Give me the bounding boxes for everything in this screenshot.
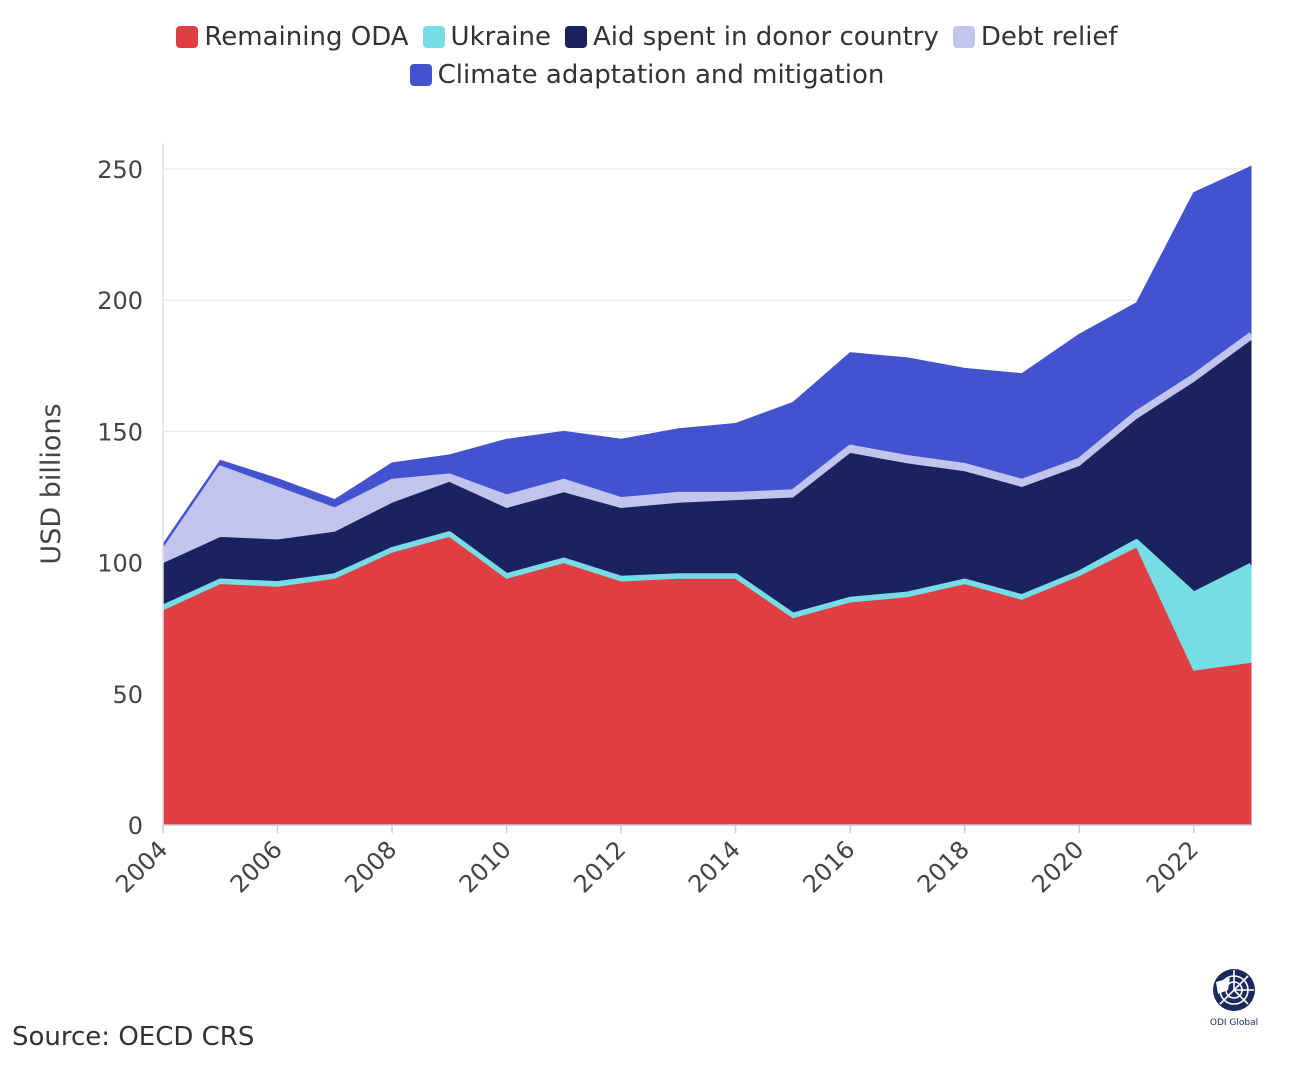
y-tick-label: 50: [112, 681, 143, 709]
x-tick-label: 2022: [1141, 835, 1204, 898]
legend-item-debt-relief[interactable]: Debt relief: [952, 22, 1118, 52]
legend-swatch-ukraine: [422, 26, 445, 48]
legend-item-aid-donor-country[interactable]: Aid spent in donor country: [564, 22, 939, 52]
x-tick-label: 2014: [683, 835, 746, 898]
x-tick-label: 2006: [225, 835, 288, 898]
legend-swatch-aid-donor-country: [564, 26, 587, 48]
legend-row-2: Climate adaptation and mitigation: [0, 60, 1294, 90]
legend-label-ukraine: Ukraine: [450, 22, 551, 52]
x-tick-label: 2010: [454, 835, 517, 898]
chart-area: 0 50 100 150 200 250 2004 2006 2008 2010 2012 2014 2…: [36, 143, 1253, 898]
x-tick-label: 2016: [797, 835, 860, 898]
y-tick-label: 100: [97, 550, 143, 578]
x-tick-label: 2008: [339, 835, 402, 898]
legend-label-remaining-oda: Remaining ODA: [204, 22, 409, 52]
area-layer: [160, 165, 1253, 826]
y-tick-label: 250: [97, 156, 143, 184]
legend-swatch-debt-relief: [952, 26, 975, 48]
odi-globe-icon: [1213, 969, 1255, 1011]
y-tick-label: 200: [97, 287, 143, 315]
legend-item-remaining-oda[interactable]: Remaining ODA: [176, 22, 409, 52]
legend-item-ukraine[interactable]: Ukraine: [422, 22, 551, 52]
legend-row-1: Remaining ODA Ukraine Aid spent in donor…: [0, 22, 1294, 52]
boundary-line-debt-relief: [160, 332, 1253, 554]
legend-swatch-climate: [409, 64, 432, 86]
legend-label-aid-donor-country: Aid spent in donor country: [592, 22, 939, 52]
x-tick-label: 2018: [912, 835, 975, 898]
x-tick-label: 2012: [568, 835, 631, 898]
y-tick-label: 0: [128, 812, 143, 840]
source-note: Source: OECD CRS: [12, 1022, 255, 1052]
x-tick-label: 2004: [110, 835, 173, 898]
y-tick-label: 150: [97, 418, 143, 446]
logo-text: ODI Global: [1209, 1018, 1259, 1028]
legend-label-debt-relief: Debt relief: [980, 22, 1118, 52]
odi-logo: ODI Global: [1204, 968, 1264, 1028]
x-tick-label: 2020: [1026, 835, 1089, 898]
legend: Remaining ODA Ukraine Aid spent in donor…: [0, 22, 1294, 90]
legend-label-climate: Climate adaptation and mitigation: [437, 60, 885, 90]
boundary-line-ukraine: [161, 531, 1253, 618]
legend-item-climate[interactable]: Climate adaptation and mitigation: [409, 60, 885, 90]
y-axis-title: USD billions: [36, 403, 67, 564]
legend-swatch-remaining-oda: [176, 26, 199, 48]
